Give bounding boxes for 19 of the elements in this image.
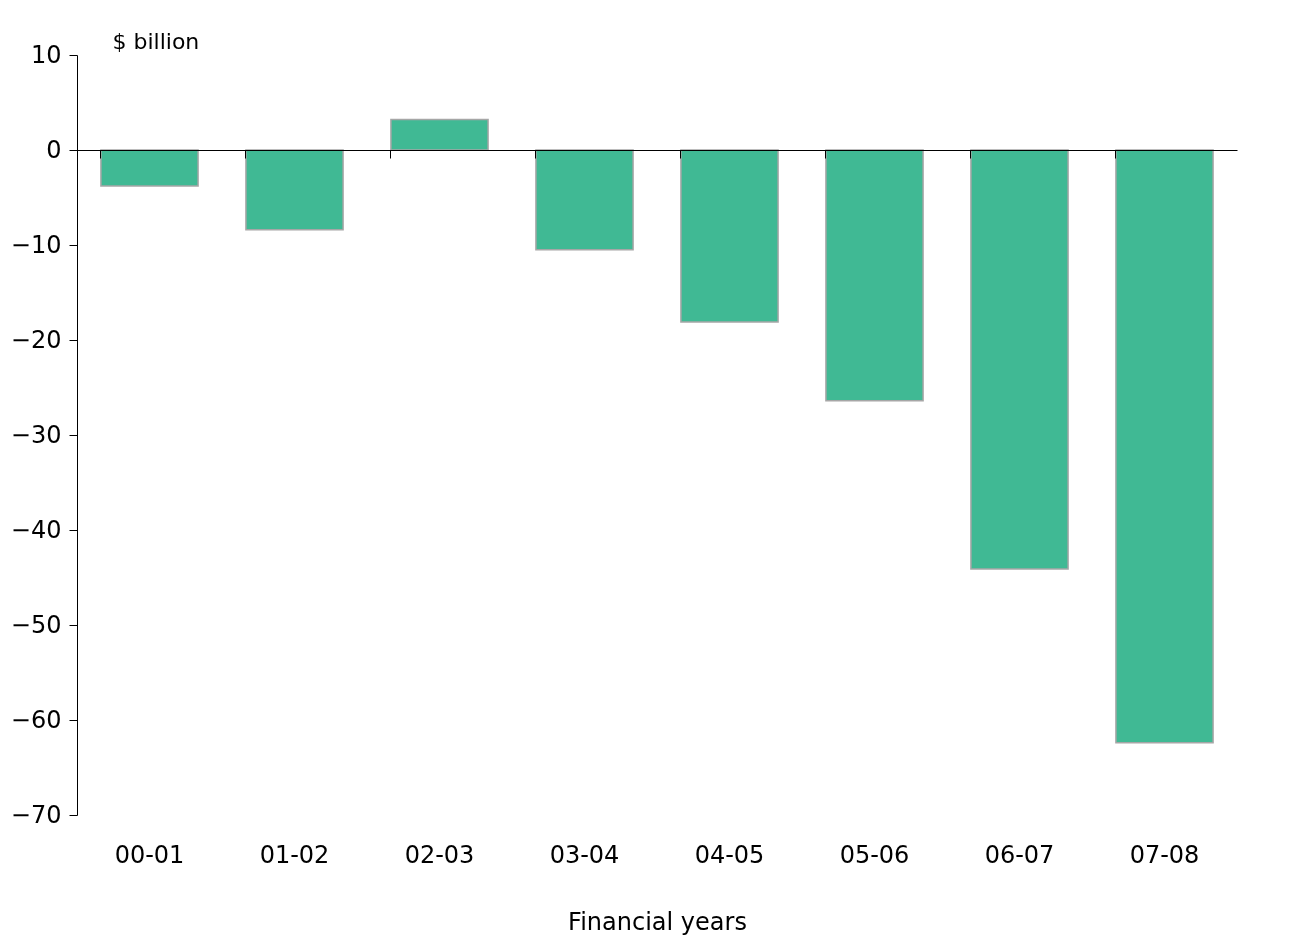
y-tick-label: −40: [10, 515, 62, 544]
y-tick-label: −20: [10, 325, 62, 354]
x-tick-label: 04-05: [694, 840, 765, 869]
y-tick-label: −30: [10, 420, 62, 449]
y-tick-label: 0: [46, 135, 62, 164]
x-tick-label: 03-04: [549, 840, 620, 869]
x-tick-label: 02-03: [404, 840, 475, 869]
x-tick-label: 06-07: [984, 840, 1055, 869]
y-tick-label: −70: [10, 800, 62, 829]
y-tick-label: −60: [10, 705, 62, 734]
x-tick-label: 00-01: [114, 840, 185, 869]
x-tick-label: 01-02: [259, 840, 330, 869]
y-tick-label: −50: [10, 610, 62, 639]
y-tick-label: 10: [30, 40, 62, 69]
y-tick-label: −10: [10, 230, 62, 259]
x-tick-label: 05-06: [839, 840, 910, 869]
x-axis-title: Financial years: [568, 907, 747, 936]
x-tick-label: 07-08: [1129, 840, 1200, 869]
y-axis-title: $ billion: [112, 28, 200, 54]
